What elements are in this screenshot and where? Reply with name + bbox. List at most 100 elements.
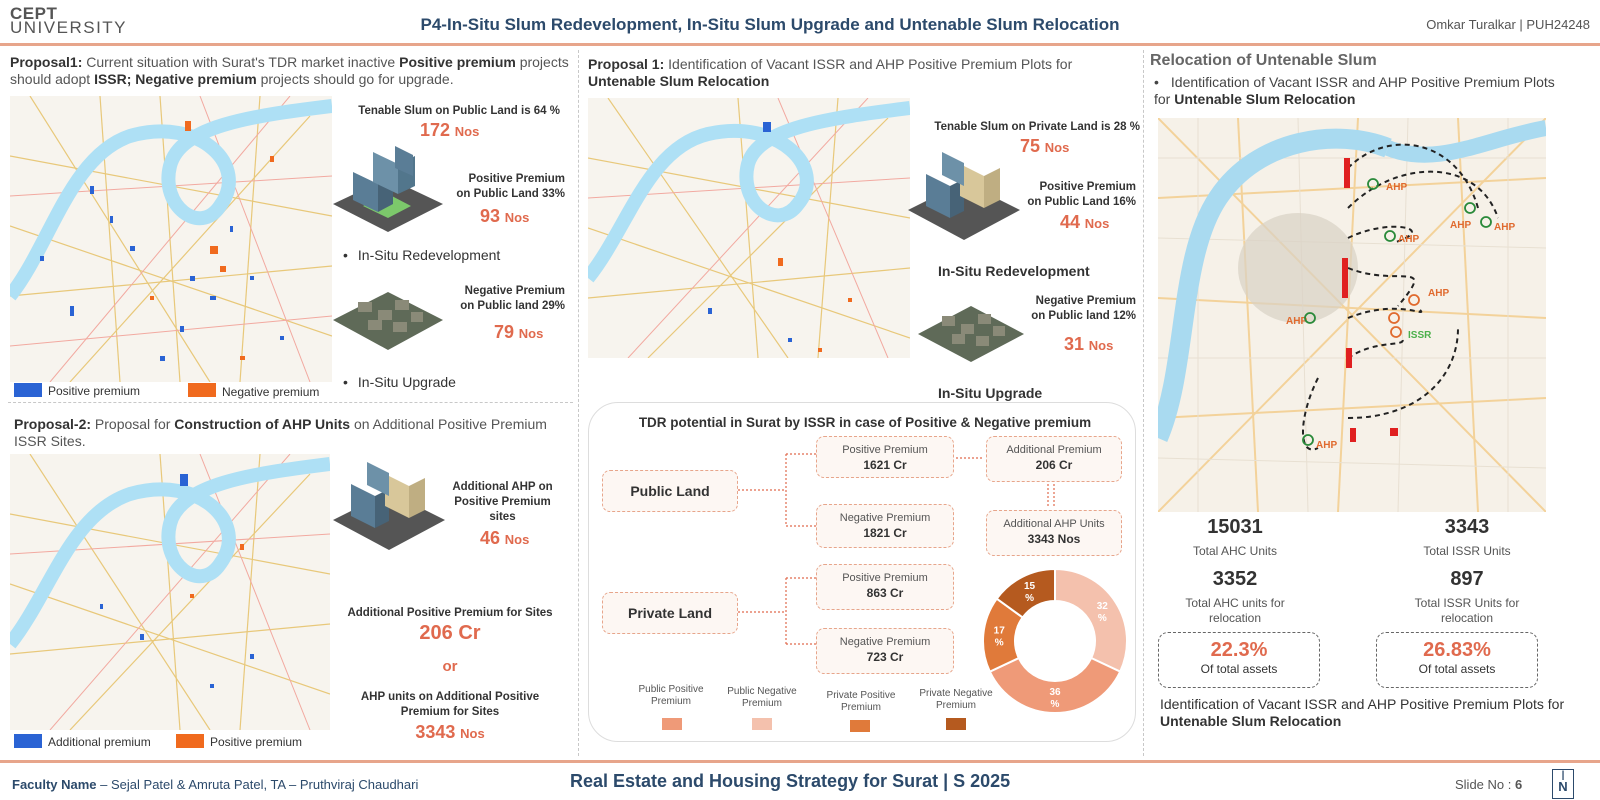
positive-public-label-1: Positive Premium (468, 173, 565, 185)
donut-label-3: 17% (994, 626, 1006, 649)
private-positive-value: 863 Cr (866, 586, 904, 600)
relocation-map: AHP AHP AHP AHP AHP AHP ISSR AHP (1158, 118, 1546, 512)
additional-premium-label: Additional Premium (1006, 444, 1102, 456)
issr-relocation-label-1: Total ISSR Units for (1414, 596, 1520, 610)
relocation-footer-b: Untenable Slum Relocation (1160, 713, 1342, 729)
course-title: Real Estate and Housing Strategy for Sur… (570, 771, 1011, 791)
tenable-private-number: 75 (1020, 136, 1041, 156)
faculty-names: – Sejal Patel & Amruta Patel, TA – Pruth… (96, 777, 419, 792)
tenable-private-unit: Nos (1044, 140, 1070, 155)
insitu-redevelopment-title: In-Situ Redevelopment (938, 263, 1090, 279)
middle-proposal-text-a: Identification of Vacant ISSR and AHP Po… (664, 56, 1073, 72)
column-divider-right (1143, 50, 1144, 756)
legend-additional-swatch (14, 734, 42, 748)
tdr-legend-1-swatch (662, 718, 682, 730)
proposal1-bold-b: Positive premium (399, 54, 516, 70)
ahc-relocation-value: 3352 (1212, 568, 1258, 590)
ahp-units-unit: Nos (460, 726, 485, 741)
additional-ahp-number: 46 (480, 528, 501, 548)
positive-private-label-2: on Public Land 16% (1027, 196, 1136, 208)
middle-proposal-bold-b: Untenable Slum Relocation (588, 73, 770, 89)
faculty-line: Faculty Name – Sejal Patel & Amruta Pate… (12, 777, 418, 792)
relocation-footer-text: Identification of Vacant ISSR and AHP Po… (1160, 696, 1580, 730)
private-land-box: Private Land (602, 592, 738, 634)
negative-public-unit: Nos (518, 326, 544, 341)
issr-relocation-label: Total ISSR Units for relocation (1392, 596, 1542, 626)
ahc-relocation-label-2: relocation (1208, 611, 1262, 625)
public-negative-label: Negative Premium (839, 512, 931, 524)
building-illustration-5 (918, 306, 1024, 362)
proposal2-text: Proposal-2: Proposal for Construction of… (14, 416, 554, 450)
tenable-private-value: 75 Nos (1020, 136, 1069, 157)
column-divider-left (578, 50, 579, 756)
private-positive-box: Positive Premium 863 Cr (816, 564, 954, 610)
total-issr-value: 3343 (1444, 516, 1490, 538)
donut-label-4: 15% (1024, 581, 1036, 604)
additional-ahp-label-2: Positive Premium (454, 496, 551, 508)
tdr-connectors (738, 453, 1055, 645)
proposal1-text-a: Current situation with Surat's TDR marke… (82, 54, 400, 70)
bullet-insitu-redevelopment: In-Situ Redevelopment (343, 247, 500, 263)
issr-relocation-value: 897 (1450, 568, 1484, 590)
additional-ahp-units-label: Additional AHP Units (1003, 518, 1105, 530)
ahp-units-value: 3343 Nos (330, 722, 570, 743)
or-text: or (442, 658, 458, 675)
ahp-units-label: AHP units on Additional Positive Premium… (330, 690, 570, 720)
ahp-units-label-1: AHP units on Additional Positive (360, 691, 540, 703)
insitu-upgrade-title: In-Situ Upgrade (938, 385, 1043, 401)
private-negative-box: Negative Premium 723 Cr (816, 628, 954, 674)
negative-public-value: 79 Nos (494, 322, 543, 343)
positive-public-value: 93 Nos (480, 206, 529, 227)
tdr-legend-1-line1: Public Positive (638, 684, 704, 695)
negative-public-label: Negative Premium on Public land 29% (440, 284, 565, 314)
proposal1-label: Proposal1: (10, 54, 83, 70)
negative-private-label-2: on Public land 12% (1031, 310, 1136, 322)
tenable-private-label: Tenable Slum on Private Land is 28 % (934, 121, 1140, 133)
proposal1-text: Proposal1: Current situation with Surat'… (10, 54, 575, 88)
ahc-percent-value: 22.3% (1210, 639, 1268, 661)
author: Omkar Turalkar | PUH24248 (1426, 17, 1590, 32)
ahc-percent-label: Of total assets (1200, 662, 1278, 676)
tdr-legend-3-label: Private Positive Premium (816, 690, 906, 714)
additional-ahp-units-box: Additional AHP Units 3343 Nos (986, 510, 1122, 556)
relocation-bullet-b: Untenable Slum Relocation (1174, 91, 1356, 107)
row-divider-left (8, 402, 573, 403)
issr-percent-box: 26.83% Of total assets (1376, 632, 1538, 688)
public-positive-box: Positive Premium 1621 Cr (816, 436, 954, 478)
total-issr-label: Total ISSR Units (1423, 544, 1511, 558)
map-middle (588, 98, 910, 358)
positive-public-label: Positive Premium on Public Land 33% (440, 172, 565, 202)
footer: Faculty Name – Sejal Patel & Amruta Pate… (0, 760, 1600, 800)
ahc-relocation-label-1: Total AHC units for (1185, 596, 1285, 610)
additional-ahp-value: 46 Nos (480, 528, 529, 549)
building-illustration-3 (333, 462, 445, 550)
public-land-box: Public Land (602, 470, 738, 512)
middle-proposal-text: Proposal 1: Identification of Vacant ISS… (588, 56, 1136, 90)
additional-ahp-label-1: Additional AHP on (452, 481, 553, 493)
positive-public-unit: Nos (504, 210, 530, 225)
positive-private-label-1: Positive Premium (1039, 181, 1136, 193)
negative-private-label: Negative Premium on Public land 12% (1010, 294, 1136, 324)
donut-slice-4 (995, 567, 1056, 619)
proposal1-text-e: projects should go for upgrade. (256, 71, 454, 87)
building-illustration-2 (333, 292, 443, 350)
donut-slice-2 (988, 656, 1122, 714)
proposal2-text-a: Proposal for (91, 416, 175, 432)
positive-private-label: Positive Premium on Public Land 16% (1010, 180, 1136, 210)
public-negative-value: 1821 Cr (863, 526, 907, 540)
tdr-legend-3-swatch (850, 720, 870, 732)
negative-public-label-2: on Public land 29% (460, 300, 565, 312)
building-illustration-4 (908, 152, 1020, 240)
additional-ahp-label: Additional AHP on Positive Premium sites (440, 480, 565, 525)
map-label-ahp-5: AHP (1428, 288, 1449, 299)
tdr-legend-3-line2: Premium (840, 702, 881, 713)
positive-public-number: 93 (480, 206, 501, 226)
public-positive-label: Positive Premium (842, 444, 928, 456)
tdr-legend-1-line2: Premium (650, 696, 691, 707)
faculty-label: Faculty Name (12, 777, 97, 792)
private-negative-value: 723 Cr (866, 650, 904, 664)
building-illustration-1 (333, 146, 443, 232)
positive-private-unit: Nos (1084, 216, 1110, 231)
tdr-legend-4-swatch (946, 718, 966, 730)
relocation-bullet-a: Identification of Vacant ISSR and AHP Po… (1154, 74, 1555, 107)
